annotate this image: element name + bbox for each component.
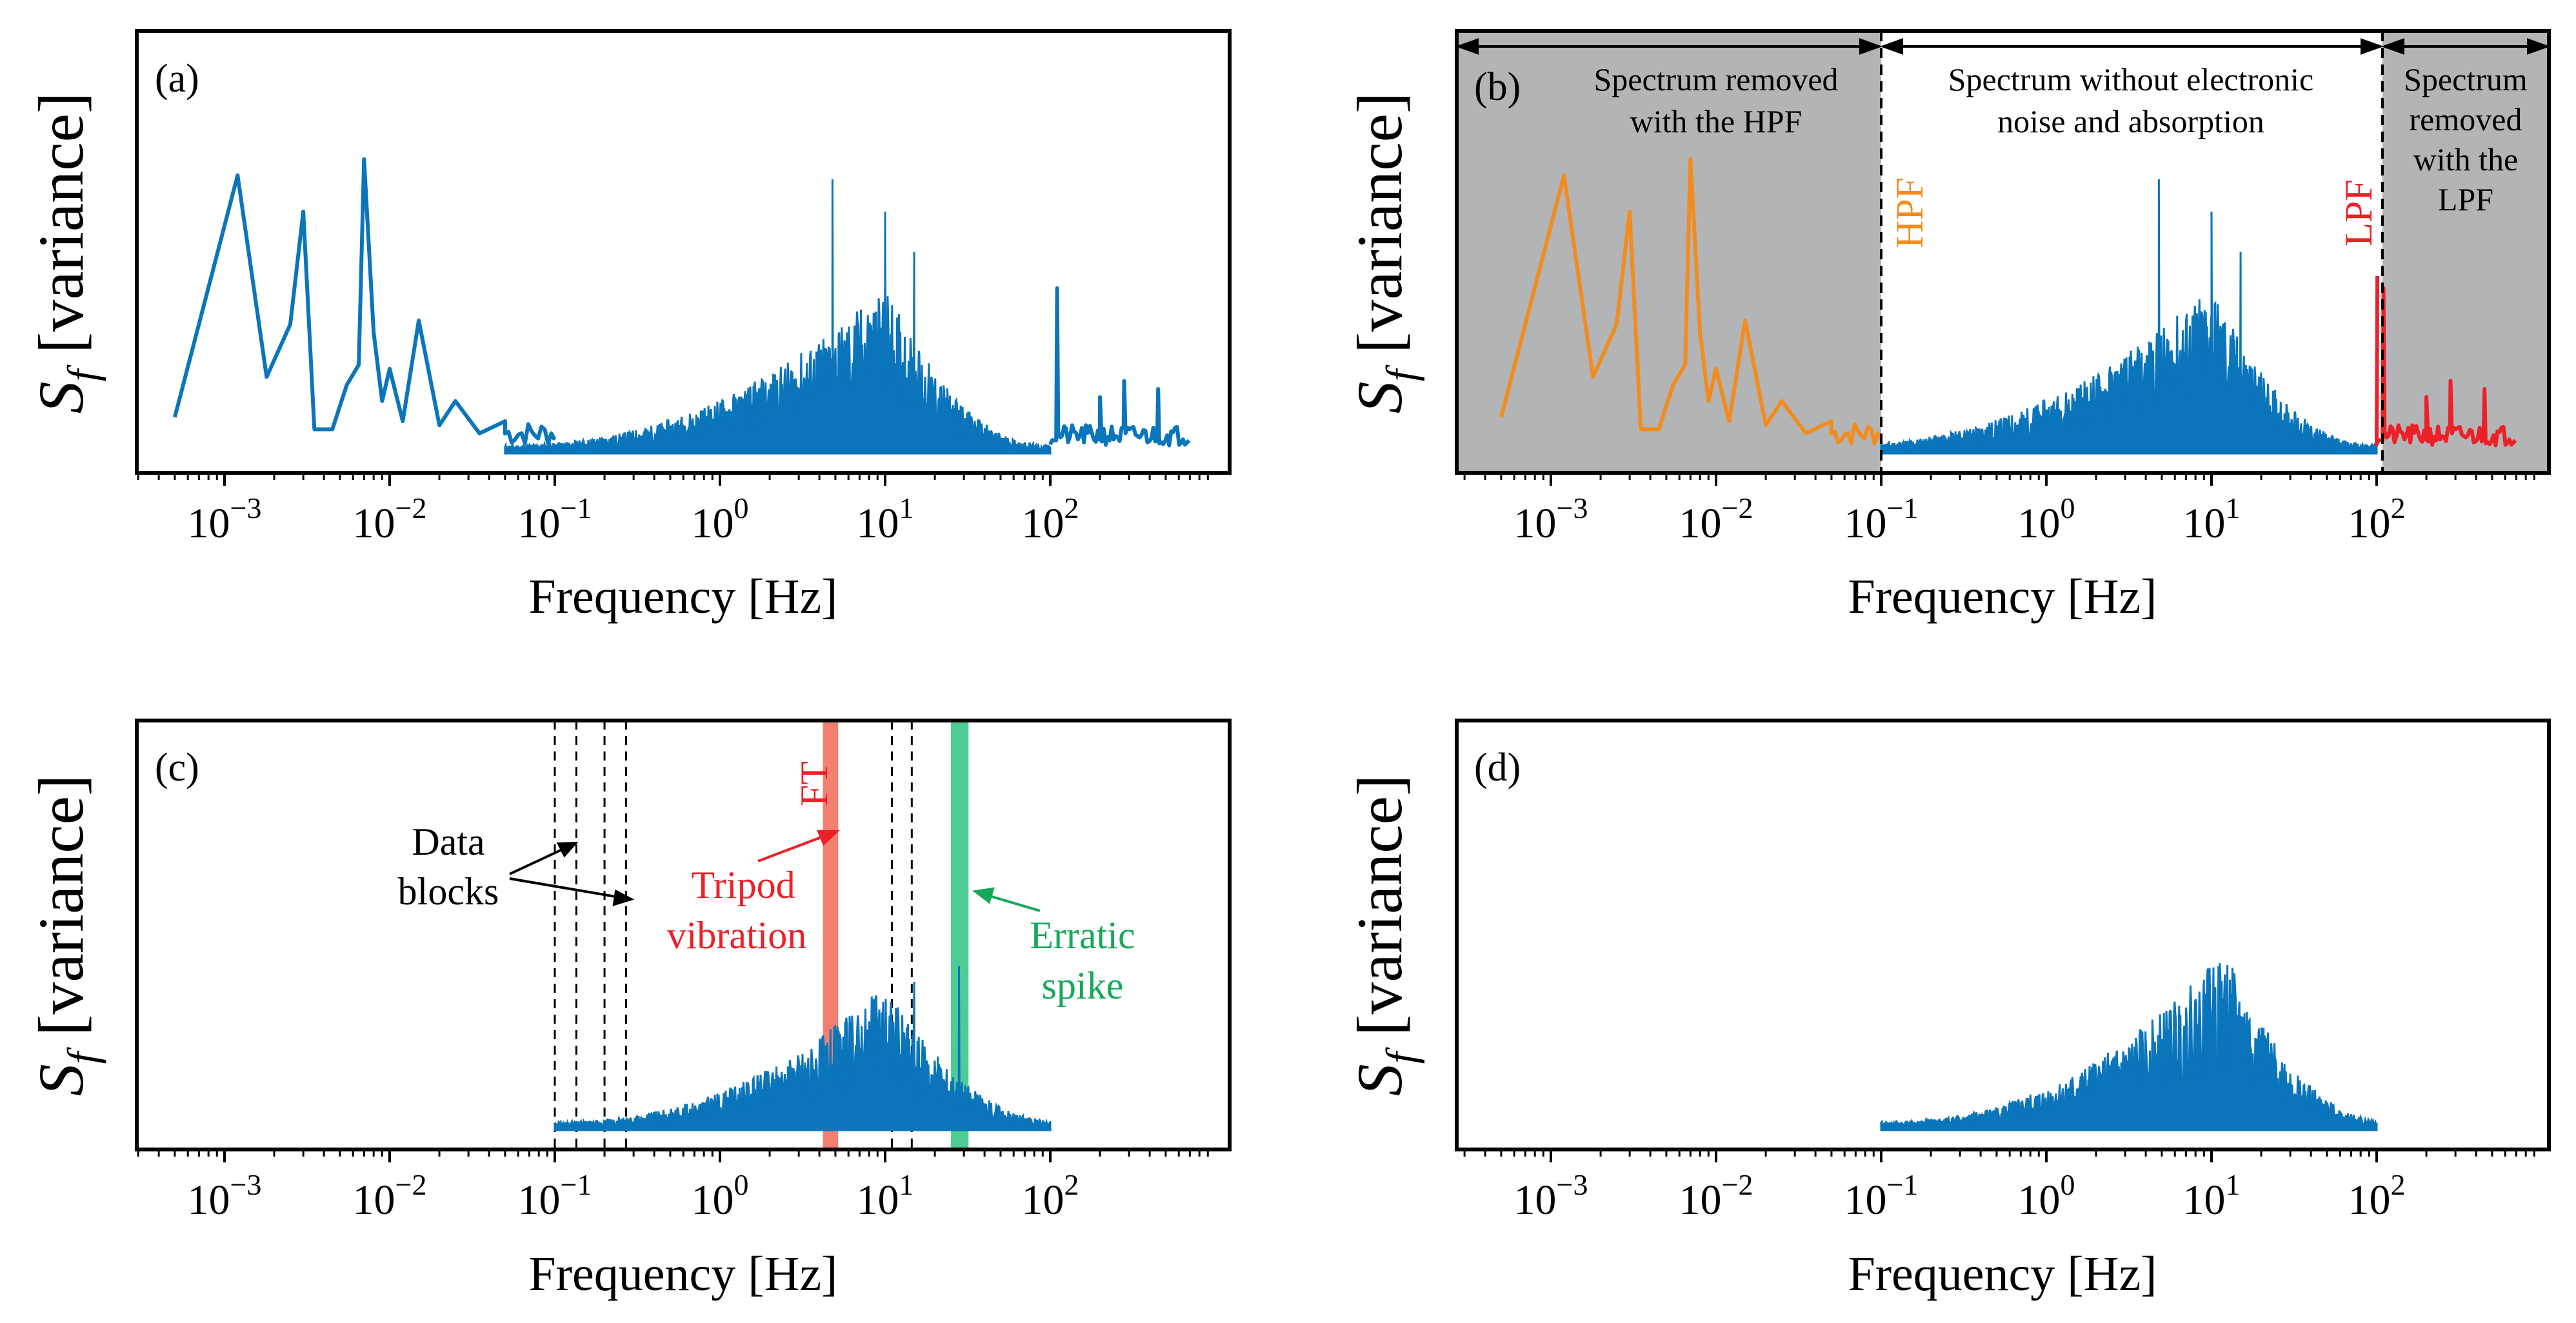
panel-b-region-right-text-4: LPF — [2438, 181, 2493, 217]
panel-b-region-arrows — [1455, 38, 2550, 55]
panel-a-line-low — [172, 157, 557, 446]
panel-b-region-mid-text-1: Spectrum without electronic — [1948, 61, 2314, 97]
panel-b-lpf-label: LPF — [2337, 179, 2380, 246]
panel-a-line-high — [1048, 286, 1191, 448]
panel-c-data-blocks-arrows — [509, 841, 635, 906]
x-tick-label: 100 — [692, 492, 749, 547]
panel-c-tripod-text-1: Tripod — [691, 864, 795, 906]
panel-b-series — [1499, 157, 2517, 455]
ylabel-symbol: S — [25, 1064, 97, 1096]
panel-a-broadband — [504, 179, 1052, 455]
x-tick-label: 10−3 — [188, 1168, 262, 1224]
x-tick-label: 10−2 — [1679, 492, 1753, 547]
x-tick-label: 102 — [2348, 1168, 2406, 1224]
panel-a-x-ticks: 10−3 10−2 10−1 100 101 102 — [137, 473, 1209, 547]
panel-c-data-blocks-text-1: Data — [412, 821, 484, 863]
x-tick-label: 10−3 — [1514, 1168, 1588, 1224]
x-tick-label: 10−1 — [518, 1168, 592, 1224]
panel-c-tripod-text-2: vibration — [667, 914, 807, 957]
panel-b-region-left-text-2: with the HPF — [1630, 103, 1802, 139]
ylabel-rest: [variance] — [1344, 775, 1415, 1052]
ylabel-symbol: S — [1344, 1064, 1415, 1096]
panel-c-xlabel: Frequency [Hz] — [528, 1247, 837, 1301]
panel-a-series — [172, 157, 1191, 455]
panel-a-ylabel: Sf [variance] — [25, 92, 106, 414]
panel-c-data-blocks-text-2: blocks — [398, 870, 499, 913]
panel-c-broadband — [554, 966, 1052, 1131]
panel-c-tripod-arrow — [757, 830, 841, 862]
x-tick-label: 10−3 — [1514, 492, 1588, 547]
x-tick-label: 10−1 — [1844, 492, 1919, 547]
x-tick-label: 100 — [2018, 492, 2075, 547]
panel-b: (b) Spectrum removed with the HPF Spectr… — [1344, 29, 2551, 624]
panel-b-region-removed-lpf — [2382, 31, 2549, 473]
panel-c-ft-label: FT — [793, 761, 835, 806]
x-tick-label: 101 — [2183, 492, 2241, 547]
ylabel-rest: [variance] — [25, 775, 97, 1052]
x-tick-label: 100 — [2018, 1168, 2075, 1224]
x-tick-label: 102 — [2348, 492, 2406, 547]
panel-c-spike-text-2: spike — [1042, 964, 1124, 1007]
ylabel-rest: [variance] — [1344, 92, 1415, 370]
panel-d-frame — [1455, 719, 2551, 1151]
panel-b-line-above-lpf — [2375, 275, 2517, 448]
x-tick-label: 100 — [692, 1168, 749, 1224]
x-tick-label: 101 — [2183, 1168, 2241, 1224]
panel-a-xlabel: Frequency [Hz] — [528, 570, 837, 624]
ylabel-symbol: S — [25, 381, 97, 413]
panel-b-xlabel: Frequency [Hz] — [1848, 570, 2157, 624]
panel-c-series — [554, 966, 1052, 1131]
panel-b-line-below-hpf — [1499, 157, 1883, 446]
panel-a-frame — [135, 29, 1232, 475]
ylabel-rest: [variance] — [25, 92, 97, 370]
panel-b-region-right-text-2: removed — [2410, 101, 2522, 137]
panel-d-label: (d) — [1474, 746, 1521, 790]
panel-b-label: (b) — [1474, 65, 1521, 109]
panel-c-ylabel: Sf [variance] — [25, 775, 106, 1097]
x-tick-label: 10−2 — [1679, 1168, 1753, 1224]
panel-b-broadband — [1880, 179, 2378, 455]
panel-b-hpf-label: HPF — [1888, 177, 1931, 248]
panel-c-spike-text-1: Erratic — [1030, 914, 1135, 957]
panel-b-region-mid-text-2: noise and absorption — [1997, 103, 2264, 139]
panel-a-label: (a) — [155, 57, 199, 101]
panel-d-ylabel: Sf [variance] — [1344, 775, 1425, 1097]
panel-d-broadband — [1880, 963, 2378, 1131]
panel-d-xlabel: Frequency [Hz] — [1848, 1247, 2157, 1301]
x-tick-label: 10−1 — [518, 492, 592, 547]
x-tick-label: 10−2 — [353, 1168, 427, 1224]
panel-d: (d) 10−3 10−2 10−1 100 101 102 Frequency [Hz]… — [1344, 719, 2551, 1301]
x-tick-label: 10−2 — [353, 492, 427, 547]
panel-b-x-ticks: 10−3 10−2 10−1 100 101 102 — [1463, 473, 2535, 547]
panel-a: (a) 10−3 10−2 10−1 100 101 102 Frequency [Hz]… — [25, 29, 1232, 624]
panel-d-series — [1880, 963, 2378, 1131]
x-tick-label: 102 — [1022, 1168, 1079, 1224]
x-tick-label: 102 — [1022, 492, 1079, 547]
panel-c-x-ticks: 10−3 10−2 10−1 100 101 102 — [137, 1149, 1209, 1224]
x-tick-label: 10−3 — [188, 492, 262, 547]
panel-b-ylabel: Sf [variance] — [1344, 92, 1425, 414]
x-tick-label: 10−1 — [1844, 1168, 1919, 1224]
x-tick-label: 101 — [857, 492, 914, 547]
panel-c: (c) FT Data blocks Tripod vibration Erra… — [25, 719, 1232, 1301]
panel-c-label: (c) — [155, 746, 199, 790]
panel-b-frame — [1455, 29, 2551, 475]
panel-c-spike-arrow — [972, 887, 1041, 912]
ylabel-symbol: S — [1344, 381, 1415, 413]
panel-b-region-right-text-1: Spectrum — [2404, 61, 2528, 97]
panel-d-x-ticks: 10−3 10−2 10−1 100 101 102 — [1463, 1149, 2535, 1224]
panel-b-region-left-text-1: Spectrum removed — [1593, 61, 1838, 97]
panel-b-region-right-text-3: with the — [2413, 141, 2518, 177]
x-tick-label: 101 — [857, 1168, 914, 1224]
